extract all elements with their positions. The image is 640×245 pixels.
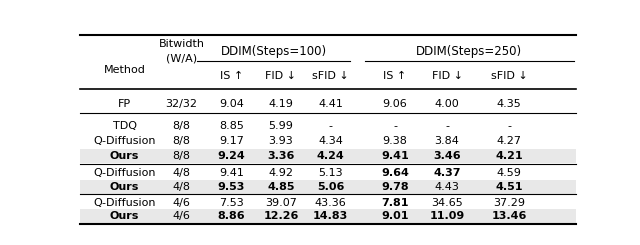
- Text: (W/A): (W/A): [166, 54, 197, 64]
- Text: 4.00: 4.00: [435, 99, 460, 109]
- Text: 3.46: 3.46: [433, 151, 461, 161]
- Text: 5.13: 5.13: [318, 168, 343, 178]
- Text: -: -: [328, 121, 333, 131]
- Text: DDIM(Steps=100): DDIM(Steps=100): [220, 45, 326, 58]
- Text: 4.35: 4.35: [497, 99, 522, 109]
- Text: 4/8: 4/8: [173, 168, 191, 178]
- Text: 9.41: 9.41: [219, 168, 244, 178]
- Text: 7.53: 7.53: [219, 198, 244, 208]
- Text: 4.37: 4.37: [433, 168, 461, 178]
- Text: TDQ: TDQ: [113, 121, 137, 131]
- Text: 4.59: 4.59: [497, 168, 522, 178]
- Text: 4.21: 4.21: [495, 151, 523, 161]
- FancyBboxPatch shape: [80, 180, 576, 195]
- Text: FID ↓: FID ↓: [431, 71, 463, 81]
- Text: 9.38: 9.38: [383, 136, 408, 146]
- Text: Method: Method: [104, 65, 145, 75]
- Text: 9.64: 9.64: [381, 168, 409, 178]
- Text: IS ↑: IS ↑: [220, 71, 243, 81]
- Text: sFID ↓: sFID ↓: [491, 71, 527, 81]
- Text: 5.99: 5.99: [268, 121, 293, 131]
- Text: 9.04: 9.04: [219, 99, 244, 109]
- Text: 4.41: 4.41: [318, 99, 343, 109]
- Text: FP: FP: [118, 99, 131, 109]
- Text: 9.01: 9.01: [381, 211, 409, 221]
- Text: 3.36: 3.36: [267, 151, 294, 161]
- Text: 4/8: 4/8: [173, 182, 191, 192]
- FancyBboxPatch shape: [80, 149, 576, 163]
- Text: 14.83: 14.83: [313, 211, 348, 221]
- FancyBboxPatch shape: [80, 209, 576, 223]
- Text: FID ↓: FID ↓: [266, 71, 296, 81]
- Text: Bitwidth: Bitwidth: [159, 38, 205, 49]
- Text: 8.85: 8.85: [219, 121, 244, 131]
- Text: 8.86: 8.86: [218, 211, 245, 221]
- Text: 3.84: 3.84: [435, 136, 460, 146]
- Text: 4.43: 4.43: [435, 182, 460, 192]
- Text: 4.85: 4.85: [267, 182, 294, 192]
- Text: 8/8: 8/8: [173, 151, 191, 161]
- Text: 34.65: 34.65: [431, 198, 463, 208]
- Text: 11.09: 11.09: [429, 211, 465, 221]
- Text: 9.24: 9.24: [218, 151, 245, 161]
- Text: Ours: Ours: [110, 211, 140, 221]
- Text: 43.36: 43.36: [315, 198, 346, 208]
- Text: IS ↑: IS ↑: [383, 71, 406, 81]
- Text: -: -: [393, 121, 397, 131]
- Text: 4.19: 4.19: [268, 99, 293, 109]
- Text: 4/6: 4/6: [173, 211, 191, 221]
- Text: 4.27: 4.27: [497, 136, 522, 146]
- Text: 4.92: 4.92: [268, 168, 293, 178]
- Text: DDIM(Steps=250): DDIM(Steps=250): [416, 45, 522, 58]
- Text: Q-Diffusion: Q-Diffusion: [93, 136, 156, 146]
- Text: 39.07: 39.07: [265, 198, 297, 208]
- Text: 4.34: 4.34: [318, 136, 343, 146]
- Text: 5.06: 5.06: [317, 182, 344, 192]
- Text: sFID ↓: sFID ↓: [312, 71, 349, 81]
- Text: 8/8: 8/8: [173, 121, 191, 131]
- Text: 3.93: 3.93: [269, 136, 293, 146]
- Text: 9.41: 9.41: [381, 151, 409, 161]
- Text: 4.24: 4.24: [317, 151, 344, 161]
- Text: Q-Diffusion: Q-Diffusion: [93, 198, 156, 208]
- Text: Q-Diffusion: Q-Diffusion: [93, 168, 156, 178]
- Text: 4/6: 4/6: [173, 198, 191, 208]
- Text: 9.53: 9.53: [218, 182, 245, 192]
- Text: 9.17: 9.17: [219, 136, 244, 146]
- Text: 37.29: 37.29: [493, 198, 525, 208]
- Text: 13.46: 13.46: [492, 211, 527, 221]
- Text: 9.78: 9.78: [381, 182, 409, 192]
- Text: 32/32: 32/32: [166, 99, 198, 109]
- Text: Ours: Ours: [110, 151, 140, 161]
- Text: 4.51: 4.51: [495, 182, 523, 192]
- Text: Ours: Ours: [110, 182, 140, 192]
- Text: 7.81: 7.81: [381, 198, 409, 208]
- Text: 8/8: 8/8: [173, 136, 191, 146]
- Text: 9.06: 9.06: [383, 99, 407, 109]
- Text: -: -: [507, 121, 511, 131]
- Text: 12.26: 12.26: [263, 211, 299, 221]
- Text: -: -: [445, 121, 449, 131]
